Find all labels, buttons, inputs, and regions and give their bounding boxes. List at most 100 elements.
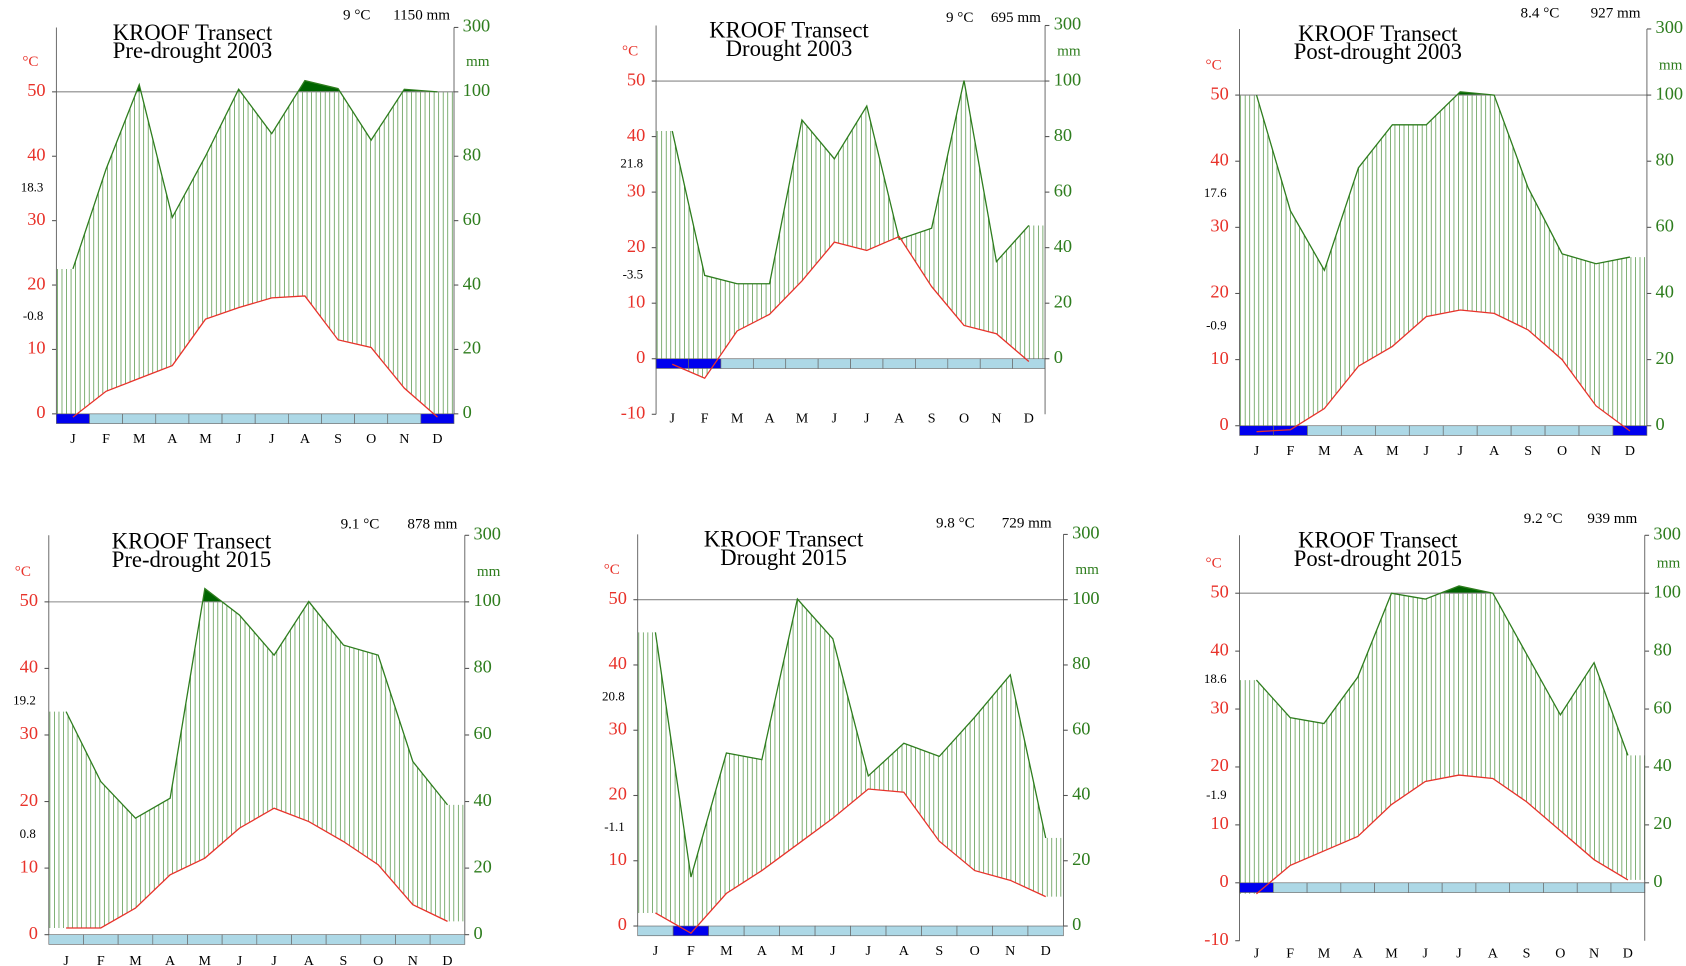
frost-cell xyxy=(814,925,851,937)
y2-tick-label: 40 xyxy=(463,273,481,293)
y-axis-label: °C xyxy=(1206,57,1222,73)
x-tick-label: N xyxy=(991,410,1001,426)
x-tick-label: M xyxy=(1318,945,1331,961)
y2-tick-label: 300 xyxy=(1653,524,1681,544)
frost-cell xyxy=(354,413,389,424)
chart-title: KROOF Transect xyxy=(709,18,869,43)
frost-cell xyxy=(1510,425,1546,436)
y2-tick-label: 0 xyxy=(1653,871,1662,891)
y-tick-label: 50 xyxy=(1210,83,1228,103)
frost-cell xyxy=(979,358,1013,369)
frost-cell xyxy=(152,934,188,945)
frost-cell xyxy=(420,413,455,424)
x-tick-label: J xyxy=(1423,945,1429,961)
x-tick-label: D xyxy=(432,431,442,447)
y2-tick-label: 20 xyxy=(1072,849,1090,869)
x-tick-label: O xyxy=(1557,443,1567,459)
x-tick-label: A xyxy=(899,943,910,959)
x-tick-label: J xyxy=(866,943,872,959)
y-axis-label: °C xyxy=(622,43,638,59)
y-tick-label: -10 xyxy=(1204,929,1228,949)
y2-tick-label: 60 xyxy=(1072,718,1090,738)
y-tick-label: 40 xyxy=(627,125,645,145)
absolute-min: -3.5 xyxy=(623,266,644,281)
absolute-min: -1.1 xyxy=(604,819,625,834)
absolute-max: 18.3 xyxy=(21,179,44,194)
x-tick-label: S xyxy=(1524,443,1532,459)
temperature-line xyxy=(1255,774,1629,895)
x-tick-label: N xyxy=(399,431,409,447)
total-precipitation: 878 mm xyxy=(407,517,457,533)
x-tick-label: F xyxy=(1287,443,1295,459)
x-tick-label: M xyxy=(1386,443,1399,459)
x-tick-label: M xyxy=(1318,443,1331,459)
y2-tick-label: 100 xyxy=(1653,581,1681,601)
frost-cell xyxy=(1374,882,1409,893)
absolute-min: -0.8 xyxy=(23,308,44,323)
x-tick-label: J xyxy=(653,943,659,959)
x-tick-label: A xyxy=(304,953,315,966)
frost-cell xyxy=(429,934,466,945)
y2-tick-label: 80 xyxy=(1054,125,1072,145)
y-tick-label: 10 xyxy=(1210,348,1228,368)
x-tick-label: A xyxy=(894,410,905,426)
x-tick-label: J xyxy=(1457,443,1463,459)
mean-temperature: 9 °C xyxy=(946,10,973,26)
precipitation-line xyxy=(654,597,1047,878)
y-tick-label: 40 xyxy=(1210,149,1228,169)
frost-cell xyxy=(885,925,922,937)
x-tick-label: O xyxy=(959,410,969,426)
y-tick-label: 20 xyxy=(1210,282,1228,302)
x-tick-label: J xyxy=(830,943,836,959)
y-tick-label: 40 xyxy=(609,653,627,673)
x-tick-label: J xyxy=(269,431,275,447)
frost-cell xyxy=(688,358,722,369)
y2-tick-label: 100 xyxy=(1072,588,1100,608)
precipitation-line xyxy=(671,80,1030,285)
chart-title: KROOF Transect xyxy=(1298,21,1458,46)
y2-tick-label: 20 xyxy=(473,856,491,876)
absolute-min: 0.8 xyxy=(20,826,36,841)
x-tick-label: J xyxy=(1254,945,1260,961)
y-tick-label: 20 xyxy=(20,790,38,810)
x-tick-label: M xyxy=(199,431,212,447)
y2-tick-label: 0 xyxy=(473,923,482,943)
x-tick-label: M xyxy=(796,410,809,426)
frost-cell xyxy=(1476,425,1512,436)
y-tick-label: 30 xyxy=(1210,697,1228,717)
x-tick-label: J xyxy=(236,431,242,447)
y-axis-label: °C xyxy=(22,54,38,70)
frost-cell xyxy=(720,358,754,369)
y-tick-label: 50 xyxy=(609,588,627,608)
frost-cell xyxy=(637,925,674,937)
x-tick-label: J xyxy=(237,953,243,966)
frost-cell xyxy=(992,925,1029,937)
chart-title: KROOF Transect xyxy=(704,527,864,552)
y2-tick-label: 20 xyxy=(1653,813,1671,833)
y2-tick-label: 40 xyxy=(1054,236,1072,256)
frost-cell xyxy=(1341,425,1376,436)
y-tick-label: 20 xyxy=(27,273,45,293)
absolute-max: 18.6 xyxy=(1204,671,1227,686)
x-tick-label: M xyxy=(720,943,733,959)
x-tick-label: A xyxy=(1488,945,1499,961)
x-tick-label: A xyxy=(1489,443,1500,459)
y-axis-label: °C xyxy=(1206,556,1222,572)
total-precipitation: 695 mm xyxy=(991,10,1041,26)
x-tick-label: F xyxy=(687,943,695,959)
frost-cell xyxy=(325,934,362,945)
mean-temperature: 9.2 °C xyxy=(1524,511,1563,527)
y2-tick-label: 80 xyxy=(1072,653,1090,673)
total-precipitation: 927 mm xyxy=(1591,6,1641,22)
frost-cell xyxy=(956,925,993,937)
y-tick-label: 20 xyxy=(627,236,645,256)
frost-cell xyxy=(89,413,123,424)
y2-tick-label: 100 xyxy=(1656,83,1684,103)
y2-tick-label: 80 xyxy=(1653,639,1671,659)
y2-axis-label: mm xyxy=(466,54,490,70)
y2-tick-label: 60 xyxy=(1653,697,1671,717)
y-tick-label: 50 xyxy=(20,590,38,610)
